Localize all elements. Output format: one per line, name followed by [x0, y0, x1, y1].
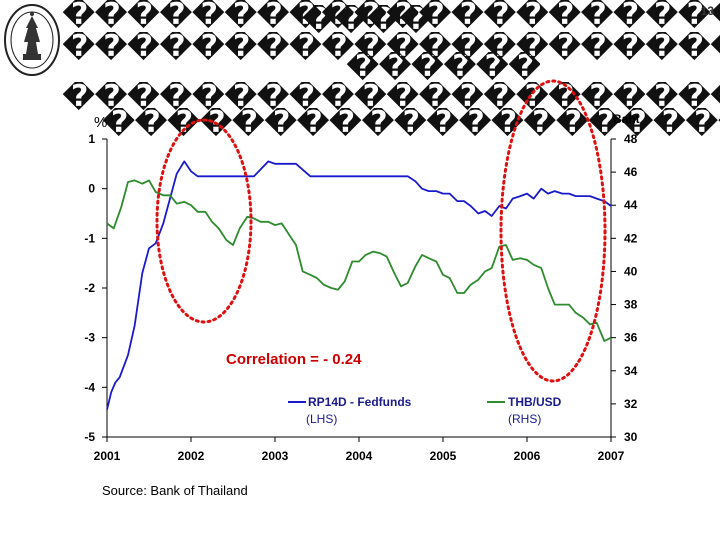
legend-axis-note-1: (LHS)	[306, 412, 337, 426]
y-right-tick-label: 46	[624, 165, 638, 179]
y-left-tick-label: -4	[84, 380, 95, 394]
highlight-ellipse-2002	[155, 118, 253, 324]
y-left-tick-label: -2	[84, 281, 95, 295]
y-right-tick-label: 30	[624, 430, 638, 444]
title-line-6: ��������������������������������	[102, 108, 720, 138]
y-right-tick-label: 36	[624, 331, 638, 345]
y-left-unit-label: %	[94, 114, 107, 131]
y-right-tick-label: 34	[624, 364, 638, 378]
series-line-1	[106, 160, 612, 410]
x-tick-label: 2004	[346, 449, 373, 463]
y-left-tick-label: -5	[84, 430, 95, 444]
legend-axis-note-2: (RHS)	[508, 412, 541, 426]
page-number: 13	[700, 4, 714, 18]
x-tick-label: 2006	[514, 449, 541, 463]
slide-title: �������������������� ���� ������ ���� ����…	[0, 0, 720, 138]
x-tick-label: 2007	[598, 449, 625, 463]
legend-label-1: RP14D - Fedfunds	[308, 395, 412, 409]
correlation-annotation: Correlation = - 0.24	[226, 351, 362, 368]
x-tick-label: 2005	[430, 449, 457, 463]
y-right-tick-label: 38	[624, 298, 638, 312]
y-right-tick-label: 44	[624, 198, 638, 212]
y-left-tick-label: 1	[88, 132, 95, 146]
highlight-ellipse-2006	[499, 79, 607, 383]
x-tick-label: 2003	[262, 449, 289, 463]
title-line-5: ��������������������������������	[62, 82, 720, 112]
y-left-tick-label: 0	[88, 182, 95, 196]
y-left-tick-label: -3	[84, 331, 95, 345]
y-right-tick-label: 32	[624, 397, 638, 411]
title-line-2: ����	[302, 5, 432, 35]
title-line-1: ������������������������������	[62, 0, 720, 30]
source-note: Source: Bank of Thailand	[102, 483, 248, 498]
y-right-unit-label: Baht	[613, 112, 640, 126]
bank-of-thailand-logo	[4, 4, 60, 76]
x-tick-label: 2001	[94, 449, 121, 463]
y-left-tick-label: -1	[84, 231, 95, 245]
legend-label-2: THB/USD	[508, 395, 562, 409]
x-tick-label: 2002	[178, 449, 205, 463]
y-right-tick-label: 42	[624, 231, 638, 245]
y-right-tick-label: 48	[624, 132, 638, 146]
title-line-3: ��������������������������������	[62, 32, 720, 62]
y-right-tick-label: 40	[624, 264, 638, 278]
title-line-4: ������	[346, 52, 541, 82]
series-line-2	[106, 179, 612, 342]
